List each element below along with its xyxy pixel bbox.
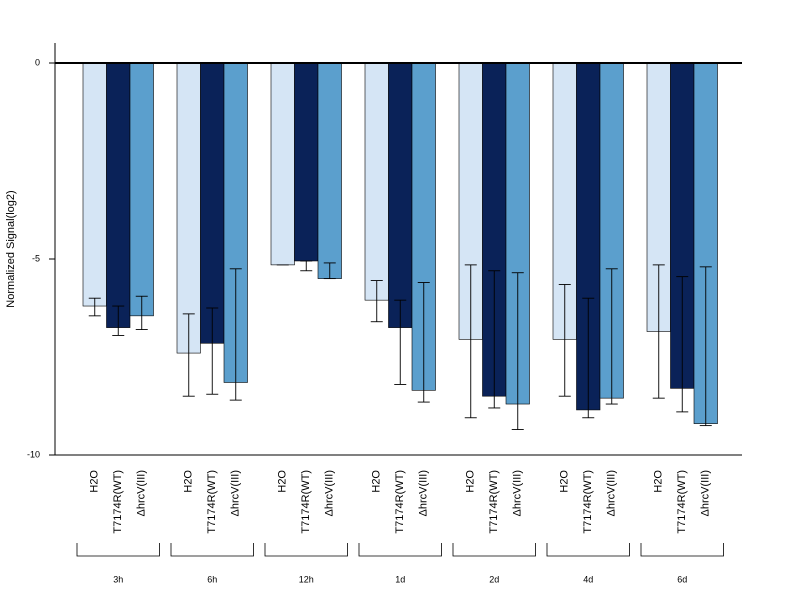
bar-label: T7174R(WT) [488,470,500,534]
group-brackets: 3h 6h 12h 1d 2d 4d 6d [76,543,724,584]
bar-labels: H2O T7174R(WT) ΔhrcV(III) H2O T7174R(WT) Δhrc… [89,470,712,534]
bar-label: T7174R(WT) [394,470,406,534]
bar [176,62,201,354]
bar-label: ΔhrcV(III) [700,470,712,516]
bar-label: H2O [465,470,477,493]
bars-layer [82,62,718,424]
bar-label: ΔhrcV(III) [230,470,242,516]
error-bars-layer [88,260,712,430]
group-bracket [546,543,630,557]
bar [364,62,389,301]
group-bracket [264,543,348,557]
bar-label: H2O [653,470,665,493]
group-label: 2d [489,574,499,584]
bar-label: H2O [559,470,571,493]
bar [106,62,131,328]
bar-label: T7174R(WT) [206,470,218,534]
group-label: 6h [207,574,217,584]
bar-label: H2O [183,470,195,493]
group-bracket [452,543,536,557]
bar-label: ΔhrcV(III) [136,470,148,516]
bar [294,62,319,262]
group-label: 6d [677,574,687,584]
y-tick-label: -5 [32,253,40,263]
bar-label: ΔhrcV(III) [324,470,336,516]
group-bracket [170,543,254,557]
group-label: 4d [583,574,593,584]
bar-label: ΔhrcV(III) [512,470,524,516]
y-ticks: 0 -5 -10 [27,57,55,459]
bar-label: ΔhrcV(III) [418,470,430,516]
group-label: 12h [299,574,314,584]
bar [129,62,154,317]
bar [388,62,413,328]
y-tick-label: -10 [27,449,40,459]
group-bracket [76,543,160,557]
bar [200,62,225,344]
bar [82,62,107,307]
bar-label: H2O [89,470,101,493]
bar-label: H2O [277,470,289,493]
y-tick-label: 0 [35,57,40,67]
bar [270,62,295,266]
bar-label: T7174R(WT) [300,470,312,534]
y-axis-title: Normalized Signal(log2) [5,190,17,307]
bar-label: H2O [371,470,383,493]
group-bracket [640,543,724,557]
bar [317,62,342,279]
bar-label: T7174R(WT) [582,470,594,534]
bar-label: T7174R(WT) [112,470,124,534]
bar-label: ΔhrcV(III) [606,470,618,516]
group-bracket [358,543,442,557]
bar-label: T7174R(WT) [676,470,688,534]
group-label: 3h [113,574,123,584]
group-label: 1d [395,574,405,584]
